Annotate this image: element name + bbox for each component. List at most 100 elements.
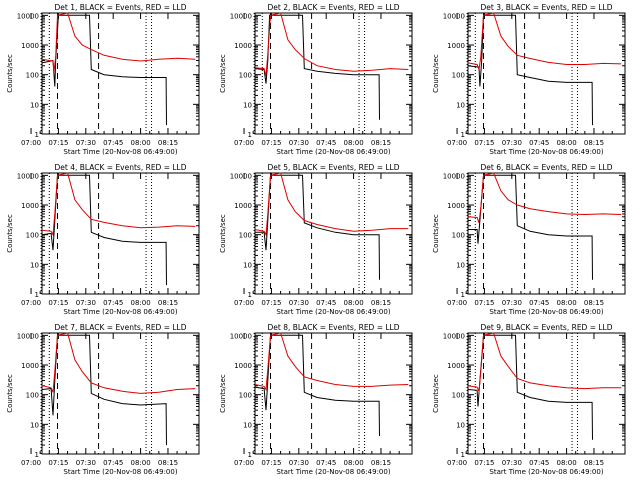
x-tick-label: 08:00 <box>343 459 363 467</box>
y-axis-label: Counts/sec <box>6 214 14 253</box>
y-tick-label: 1 <box>248 291 252 299</box>
y-tick-label: 100 <box>239 392 252 400</box>
x-tick-label: 08:15 <box>584 459 604 467</box>
y-tick-label: 100 <box>452 392 465 400</box>
plot-frame <box>254 12 413 135</box>
y-tick-label: 1 <box>248 451 252 459</box>
y-tick-label: 10000 <box>17 172 39 180</box>
x-axis-label: Start Time (20-Nov-08 06:49:00) <box>276 148 390 156</box>
y-tick-label: 10 <box>456 261 465 269</box>
x-tick-label: 07:00 <box>447 459 467 467</box>
x-axis-label: Start Time (20-Nov-08 06:49:00) <box>63 148 177 156</box>
series-lld <box>41 332 196 394</box>
y-axis-label: Counts/sec <box>6 374 14 413</box>
x-tick-label: 07:30 <box>502 299 522 307</box>
series-events <box>467 334 593 440</box>
x-tick-label: 07:30 <box>502 139 522 147</box>
plot-frame <box>467 332 626 455</box>
x-tick-label: 07:45 <box>103 139 123 147</box>
y-tick-label: 10000 <box>443 172 465 180</box>
x-tick-label: 07:45 <box>316 299 336 307</box>
x-tick-label: 08:15 <box>371 299 391 307</box>
x-axis-label: Start Time (20-Nov-08 06:49:00) <box>63 468 177 476</box>
x-axis-label: Start Time (20-Nov-08 06:49:00) <box>489 148 603 156</box>
detector-plot-3: 1 10 100 1000 10000 07:00 07:15 07:30 07:45 08:00… <box>432 3 626 156</box>
y-tick-label: 1 <box>461 131 465 139</box>
y-tick-label: 100 <box>452 232 465 240</box>
y-tick-label: 1 <box>461 291 465 299</box>
y-tick-label: 10 <box>30 261 39 269</box>
series-events <box>41 334 167 446</box>
x-tick-label: 07:00 <box>234 139 254 147</box>
x-tick-label: 07:30 <box>289 139 309 147</box>
x-tick-label: 08:15 <box>584 139 604 147</box>
detector-plot-5: 1 10 100 1000 10000 07:00 07:15 07:30 07:45 08:00… <box>219 163 413 316</box>
x-tick-label: 07:30 <box>76 299 96 307</box>
x-tick-label: 08:00 <box>130 139 150 147</box>
plot-title: Det 6, BLACK = Events, RED = LLD <box>480 163 612 172</box>
y-tick-label: 1000 <box>447 362 465 370</box>
y-tick-label: 1000 <box>21 362 39 370</box>
x-axis-label: Start Time (20-Nov-08 06:49:00) <box>489 468 603 476</box>
detector-plot-9: 1 10 100 1000 10000 07:00 07:15 07:30 07:45 08:00… <box>432 323 626 476</box>
x-tick-label: 07:45 <box>529 139 549 147</box>
x-tick-label: 08:15 <box>158 299 178 307</box>
x-axis-label: Start Time (20-Nov-08 06:49:00) <box>63 308 177 316</box>
x-tick-label: 07:00 <box>21 299 41 307</box>
x-tick-label: 08:00 <box>130 299 150 307</box>
detector-plot-7: 1 10 100 1000 10000 07:00 07:15 07:30 07:45 08:00… <box>6 323 200 476</box>
plot-frame <box>254 332 413 455</box>
y-tick-label: 1000 <box>234 362 252 370</box>
x-tick-label: 08:00 <box>343 299 363 307</box>
plot-frame <box>467 12 626 135</box>
x-tick-label: 07:00 <box>21 459 41 467</box>
series-lld <box>467 12 622 70</box>
x-tick-label: 08:00 <box>556 139 576 147</box>
x-tick-label: 07:15 <box>48 299 68 307</box>
series-events <box>254 14 380 120</box>
series-events <box>255 174 380 280</box>
x-tick-label: 07:00 <box>234 299 254 307</box>
x-tick-label: 07:45 <box>103 299 123 307</box>
y-tick-label: 100 <box>26 232 39 240</box>
plot-title: Det 1, BLACK = Events, RED = LLD <box>54 3 186 12</box>
x-tick-label: 07:00 <box>447 299 467 307</box>
y-tick-label: 10 <box>456 421 465 429</box>
x-tick-label: 07:45 <box>316 139 336 147</box>
y-axis-label: Counts/sec <box>219 54 227 93</box>
series-events <box>254 334 380 437</box>
x-tick-label: 07:15 <box>48 139 68 147</box>
x-tick-label: 08:15 <box>158 139 178 147</box>
x-tick-label: 07:15 <box>261 299 281 307</box>
y-tick-label: 1000 <box>234 42 252 50</box>
x-tick-label: 07:00 <box>447 139 467 147</box>
y-tick-label: 100 <box>239 232 252 240</box>
y-tick-label: 1 <box>35 131 39 139</box>
y-tick-label: 10 <box>30 421 39 429</box>
detector-plot-6: 1 10 100 1000 10000 07:00 07:15 07:30 07:45 08:00… <box>432 163 626 316</box>
plot-title: Det 3, BLACK = Events, RED = LLD <box>480 3 612 12</box>
y-tick-label: 1000 <box>234 202 252 210</box>
x-tick-label: 07:45 <box>316 459 336 467</box>
y-axis-label: Counts/sec <box>6 54 14 93</box>
y-tick-label: 10 <box>243 101 252 109</box>
plot-title: Det 4, BLACK = Events, RED = LLD <box>54 163 186 172</box>
y-tick-label: 100 <box>26 392 39 400</box>
detector-plot-8: 1 10 100 1000 10000 07:00 07:15 07:30 07:45 08:00… <box>219 323 413 476</box>
y-tick-label: 1000 <box>447 42 465 50</box>
x-tick-label: 08:15 <box>371 139 391 147</box>
plot-frame <box>467 172 626 295</box>
series-events <box>41 14 167 126</box>
y-tick-label: 10 <box>243 421 252 429</box>
y-tick-label: 1 <box>248 131 252 139</box>
plot-title: Det 8, BLACK = Events, RED = LLD <box>267 323 399 332</box>
x-tick-label: 07:45 <box>103 459 123 467</box>
y-tick-label: 10 <box>456 101 465 109</box>
plot-title: Det 2, BLACK = Events, RED = LLD <box>267 3 399 12</box>
y-tick-label: 100 <box>239 72 252 80</box>
x-tick-label: 07:15 <box>48 459 68 467</box>
x-tick-label: 07:45 <box>529 299 549 307</box>
y-tick-label: 10000 <box>230 172 252 180</box>
y-tick-label: 1000 <box>447 202 465 210</box>
